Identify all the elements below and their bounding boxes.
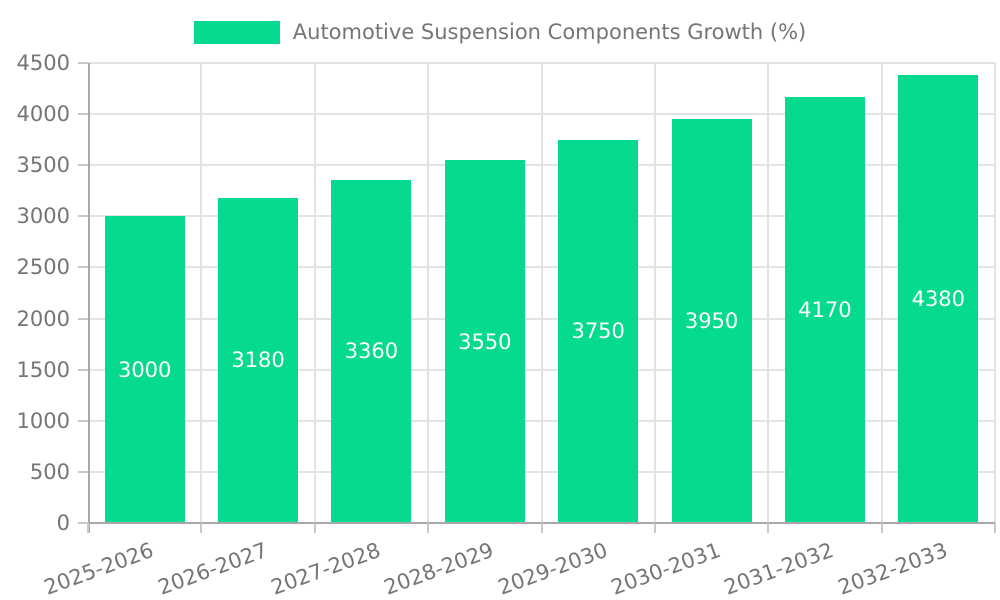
bar-2031-2032: 4170: [784, 96, 865, 523]
y-tick: [78, 419, 88, 422]
x-axis-tick-label-text: 2025-2026: [41, 538, 157, 600]
x-axis-tick-label: 2027-2028: [0, 538, 384, 600]
bar-2025-2026: 3000: [104, 216, 185, 523]
bar-2032-2033: 4380: [898, 75, 979, 523]
bar-2028-2029: 3550: [444, 160, 525, 523]
bar-2027-2028: 3360: [331, 179, 412, 523]
y-axis-tick-label: 2000: [16, 306, 70, 331]
x-axis-tick-label: 2032-2033: [0, 538, 951, 600]
x-axis-tick-label: 2031-2032: [0, 538, 837, 600]
x-tick: [880, 523, 883, 533]
x-axis-tick-label: 2030-2031: [0, 538, 724, 600]
x-axis-tick-label-text: 2032-2033: [834, 538, 951, 600]
y-axis-tick-label: 3500: [16, 153, 70, 178]
bar-value-label: 3180: [231, 348, 285, 373]
bar-value-label: 3950: [684, 309, 739, 334]
y-axis-tick-label: 0: [56, 511, 70, 535]
x-tick: [540, 523, 543, 533]
y-tick: [78, 317, 88, 320]
y-axis-tick-label: 1500: [16, 357, 70, 382]
legend: Automotive Suspension Components Growth …: [0, 20, 1000, 44]
bar-value-label: 3750: [571, 319, 625, 344]
x-tick: [427, 523, 430, 533]
bar-2030-2031: 3950: [671, 119, 752, 523]
y-tick: [78, 470, 88, 473]
gridline-vertical: [994, 63, 996, 523]
y-axis-tick-label: 4000: [16, 102, 70, 127]
y-axis-line: [88, 63, 90, 533]
bar-value-label: 3360: [344, 339, 399, 364]
x-axis-tick-label: 2026-2027: [0, 538, 270, 600]
x-tick: [767, 523, 770, 533]
x-axis-tick-label: 2028-2029: [0, 538, 497, 600]
y-tick: [78, 266, 88, 269]
x-axis-tick-label: 2029-2030: [0, 538, 611, 600]
x-axis-tick-label-text: 2031-2032: [721, 538, 838, 600]
x-axis-tick-label-text: 2028-2029: [381, 538, 498, 600]
x-tick: [313, 523, 316, 533]
x-tick: [200, 523, 203, 533]
y-axis-tick-label: 500: [29, 459, 70, 484]
x-axis-tick-label-text: 2029-2030: [494, 538, 611, 600]
x-axis-tick-label-text: 2026-2027: [154, 538, 271, 600]
x-tick: [87, 523, 89, 533]
y-tick: [78, 522, 88, 524]
x-axis-tick-label-text: 2030-2031: [607, 538, 724, 600]
y-axis-tick-label: 2500: [16, 255, 70, 280]
x-tick: [994, 523, 996, 533]
gridline-vertical: [653, 63, 656, 523]
y-axis-tick-label: 1000: [16, 408, 70, 433]
y-tick: [78, 368, 88, 371]
legend-label: Automotive Suspension Components Growth …: [292, 20, 807, 44]
x-axis-tick-label-text: 2027-2028: [267, 538, 384, 600]
bar-2026-2027: 3180: [218, 197, 299, 523]
gridline-vertical: [767, 63, 770, 523]
gridline-vertical: [880, 63, 883, 523]
bar-value-label: 3550: [458, 329, 512, 354]
gridline-vertical: [540, 63, 543, 523]
bar-value-label: 4170: [798, 297, 852, 322]
y-tick: [78, 62, 88, 64]
y-axis-tick-label: 4500: [16, 51, 70, 75]
bar-value-label: 4380: [911, 287, 966, 312]
gridline-vertical: [427, 63, 430, 523]
gridline-vertical: [200, 63, 203, 523]
gridline-vertical: [313, 63, 316, 523]
y-tick: [78, 164, 88, 167]
plot-area: 3000 3180 3360 3550 3750 3950 4170 4380: [88, 62, 996, 523]
x-tick: [653, 523, 656, 533]
y-tick: [78, 215, 88, 218]
y-tick: [78, 113, 88, 116]
x-axis-tick-label: 2025-2026: [0, 538, 157, 600]
y-axis-tick-label: 3000: [16, 204, 70, 229]
bar-2029-2030: 3750: [558, 139, 639, 523]
bar-value-label: 3000: [117, 357, 172, 382]
legend-swatch: [193, 20, 280, 44]
